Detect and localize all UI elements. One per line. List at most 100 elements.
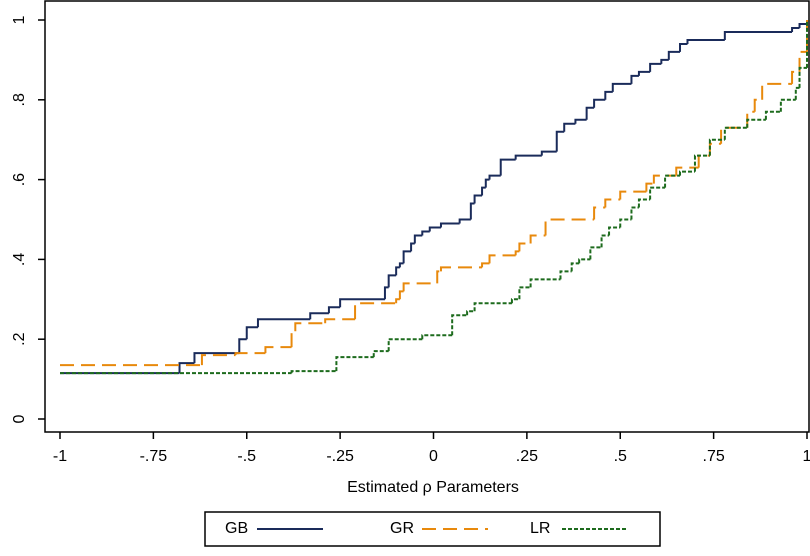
step-line xyxy=(395,298,400,304)
step-line xyxy=(178,362,195,374)
step-line xyxy=(484,178,490,188)
step-line xyxy=(794,86,800,100)
step-line xyxy=(649,186,666,200)
step-line xyxy=(600,234,610,248)
legend-label: GB xyxy=(225,520,248,537)
legend-label: GR xyxy=(390,520,414,537)
step-line xyxy=(679,42,688,52)
step-line xyxy=(413,234,423,244)
step-line xyxy=(387,338,423,352)
step-line xyxy=(200,354,236,366)
step-line xyxy=(723,126,748,140)
step-line xyxy=(679,170,695,176)
step-line xyxy=(544,218,595,236)
step-line xyxy=(604,198,621,208)
step-line xyxy=(619,190,647,200)
step-line xyxy=(402,250,412,264)
step-line xyxy=(290,330,296,348)
step-line xyxy=(637,70,651,76)
step-line xyxy=(481,262,490,268)
legend-label: LR xyxy=(530,520,550,537)
step-line xyxy=(245,326,258,340)
step-line xyxy=(753,98,763,112)
step-line xyxy=(593,98,606,108)
x-tick-label: 0 xyxy=(429,448,438,465)
step-line xyxy=(645,182,654,192)
step-line xyxy=(439,266,483,272)
step-line xyxy=(697,154,710,168)
step-line xyxy=(436,270,441,284)
x-tick-label: -.5 xyxy=(237,448,256,465)
step-line xyxy=(593,206,606,220)
step-line xyxy=(764,110,781,120)
step-line xyxy=(667,50,681,60)
step-line xyxy=(540,150,557,156)
step-line xyxy=(466,310,475,316)
step-line xyxy=(421,334,453,340)
x-tick-label: -.75 xyxy=(140,448,168,465)
y-tick-label: .4 xyxy=(11,253,28,266)
step-line xyxy=(649,62,662,72)
x-tick-label: -.25 xyxy=(326,448,354,465)
step-line xyxy=(499,158,516,176)
step-line xyxy=(294,322,326,332)
step-line xyxy=(473,194,483,204)
step-line xyxy=(660,58,669,64)
step-line xyxy=(529,234,546,244)
step-line xyxy=(630,206,639,220)
legend-box xyxy=(204,511,661,547)
step-line xyxy=(238,338,247,354)
step-line xyxy=(234,352,266,356)
step-line xyxy=(428,226,441,232)
step-line xyxy=(510,298,520,304)
step-line xyxy=(387,274,397,288)
step-line xyxy=(708,138,725,156)
step-line xyxy=(488,254,516,264)
x-tick-label: -1 xyxy=(53,448,67,465)
step-line xyxy=(664,174,681,188)
step-line xyxy=(518,286,531,300)
step-line xyxy=(354,302,397,320)
step-line xyxy=(559,270,572,280)
step-line xyxy=(529,278,561,288)
x-tick-label: .25 xyxy=(516,448,538,465)
step-line xyxy=(608,226,621,236)
step-line xyxy=(395,266,400,276)
y-tick-label: 0 xyxy=(11,414,28,423)
step-line xyxy=(723,30,793,40)
step-line xyxy=(611,82,632,92)
step-line xyxy=(256,318,311,328)
step-line xyxy=(518,242,531,252)
step-line xyxy=(798,50,807,72)
step-line xyxy=(264,346,292,354)
x-axis-title: Estimated ρ Parameters xyxy=(347,479,519,496)
step-line xyxy=(402,282,438,292)
step-line xyxy=(686,38,725,44)
step-line xyxy=(555,130,565,152)
step-line xyxy=(619,218,632,228)
step-line xyxy=(791,70,800,84)
step-line xyxy=(708,142,722,156)
y-tick-label: 1 xyxy=(11,15,28,24)
step-line xyxy=(514,250,520,256)
x-tick-label: 1 xyxy=(803,448,810,465)
step-line xyxy=(630,74,639,84)
step-line xyxy=(309,312,329,320)
step-line xyxy=(327,306,341,314)
step-line xyxy=(798,22,807,28)
step-line xyxy=(798,66,807,88)
step-line xyxy=(398,262,404,268)
step-line xyxy=(383,286,389,300)
step-line xyxy=(585,106,595,120)
step-line xyxy=(791,26,800,32)
step-line xyxy=(372,350,389,358)
step-line xyxy=(604,90,613,100)
step-line xyxy=(398,290,404,300)
step-line xyxy=(324,318,356,324)
step-line xyxy=(578,258,591,264)
step-line xyxy=(410,242,415,252)
step-line xyxy=(675,166,699,176)
step-line xyxy=(574,118,587,124)
step-line xyxy=(488,174,501,180)
